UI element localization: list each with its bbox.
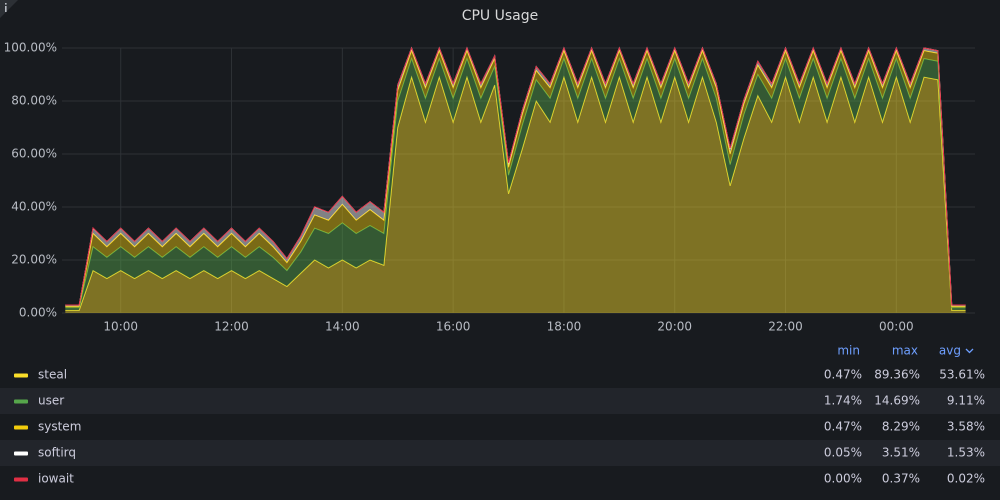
sort-chevron[interactable] — [965, 348, 974, 354]
y-tick-label: 80.00% — [11, 94, 57, 108]
series-line — [65, 49, 966, 307]
y-tick-label: 0.00% — [19, 306, 57, 320]
legend-value: 9.11% — [947, 394, 985, 408]
x-tick-label: 10:00 — [103, 320, 138, 334]
legend-swatch — [14, 451, 28, 456]
x-tick-label: 16:00 — [436, 320, 471, 334]
info-icon — [5, 6, 7, 12]
area-fill — [65, 58, 966, 311]
y-tick-label: 40.00% — [11, 200, 57, 214]
legend-label[interactable]: system — [38, 420, 81, 434]
series-line — [65, 57, 966, 309]
y-tick-label: 100.00% — [4, 41, 57, 55]
legend-label[interactable]: user — [38, 394, 64, 408]
y-tick-label: 60.00% — [11, 147, 57, 161]
legend: min max avg steal 0.47% 89.36% 53.61% user 1.74%… — [0, 344, 1000, 486]
legend-value: 0.37% — [882, 472, 920, 486]
legend-value: 3.58% — [947, 420, 985, 434]
x-tick-label: 20:00 — [657, 320, 692, 334]
legend-value: 14.69% — [874, 394, 920, 408]
x-tick-label: 18:00 — [547, 320, 582, 334]
x-tick-label: 12:00 — [214, 320, 249, 334]
legend-value: 53.61% — [939, 368, 985, 382]
legend-value: 1.74% — [824, 394, 862, 408]
area-fill — [65, 77, 966, 314]
series-line — [65, 46, 966, 306]
legend-value: 0.02% — [947, 472, 985, 486]
legend-swatch — [14, 399, 28, 404]
x-tick-label: 14:00 — [325, 320, 360, 334]
area-fill — [65, 50, 966, 308]
legend-value: 0.05% — [824, 446, 862, 460]
legend-label[interactable]: steal — [38, 368, 67, 382]
legend-row-bg — [0, 388, 1000, 414]
legend-label[interactable]: softirq — [38, 446, 76, 460]
legend-row-bg — [0, 440, 1000, 466]
plot: 0.00% 20.00% 40.00% 60.00% 80.00% 100.00% 10:0… — [4, 41, 975, 334]
legend-value: 0.00% — [824, 472, 862, 486]
legend-value: 1.53% — [947, 446, 985, 460]
legend-header[interactable]: avg — [939, 344, 961, 358]
legend-value: 89.36% — [874, 368, 920, 382]
legend-value: 3.51% — [882, 446, 920, 460]
series-line — [65, 75, 966, 311]
chart-title: CPU Usage — [462, 8, 539, 24]
legend-value: 0.47% — [824, 368, 862, 382]
legend-swatch — [14, 373, 28, 378]
legend-label[interactable]: iowait — [38, 472, 74, 486]
info-corner[interactable] — [0, 0, 18, 18]
x-tick-label: 22:00 — [768, 320, 803, 334]
legend-header[interactable]: max — [892, 344, 918, 358]
legend-swatch — [14, 425, 28, 430]
x-tick-label: 00:00 — [879, 320, 914, 334]
legend-value: 0.47% — [824, 420, 862, 434]
legend-swatch — [14, 477, 28, 482]
legend-value: 8.29% — [882, 420, 920, 434]
legend-header[interactable]: min — [837, 344, 860, 358]
y-tick-label: 20.00% — [11, 253, 57, 267]
info-icon-dot — [5, 3, 7, 5]
